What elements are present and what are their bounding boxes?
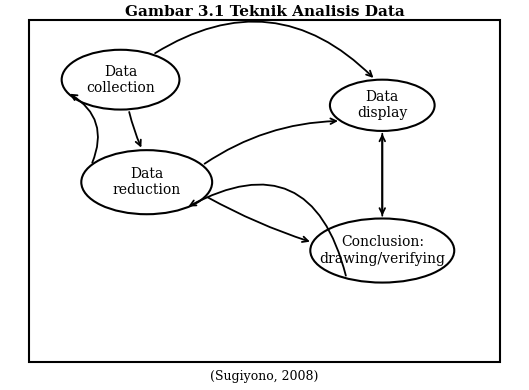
Text: Data
reduction: Data reduction — [113, 167, 181, 197]
Text: Data
display: Data display — [357, 90, 407, 121]
Bar — [29, 20, 500, 362]
Ellipse shape — [330, 80, 435, 131]
Text: Conclusion:
drawing/verifying: Conclusion: drawing/verifying — [320, 236, 445, 266]
Ellipse shape — [81, 150, 212, 214]
Ellipse shape — [62, 50, 179, 110]
Text: Data
collection: Data collection — [86, 65, 155, 95]
Ellipse shape — [311, 218, 454, 283]
Text: (Sugiyono, 2008): (Sugiyono, 2008) — [211, 370, 318, 383]
Text: Gambar 3.1 Teknik Analisis Data: Gambar 3.1 Teknik Analisis Data — [125, 5, 404, 19]
